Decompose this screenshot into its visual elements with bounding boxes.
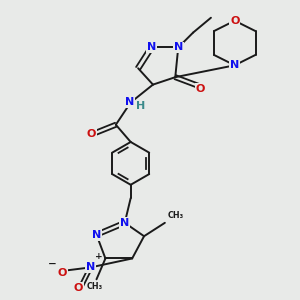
Text: CH₃: CH₃ [87,282,103,291]
Text: O: O [58,268,67,278]
Text: H: H [136,101,146,111]
Text: N: N [230,60,239,70]
Text: N: N [124,98,134,107]
Text: O: O [74,283,83,293]
Text: N: N [92,230,101,240]
Text: N: N [86,262,95,272]
Text: N: N [147,43,156,52]
Text: O: O [196,84,205,94]
Text: +: + [95,253,103,262]
Text: CH₃: CH₃ [167,212,183,220]
Text: O: O [230,16,239,26]
Text: N: N [120,218,129,228]
Text: N: N [174,43,183,52]
Text: O: O [86,129,96,139]
Text: −: − [48,259,57,269]
